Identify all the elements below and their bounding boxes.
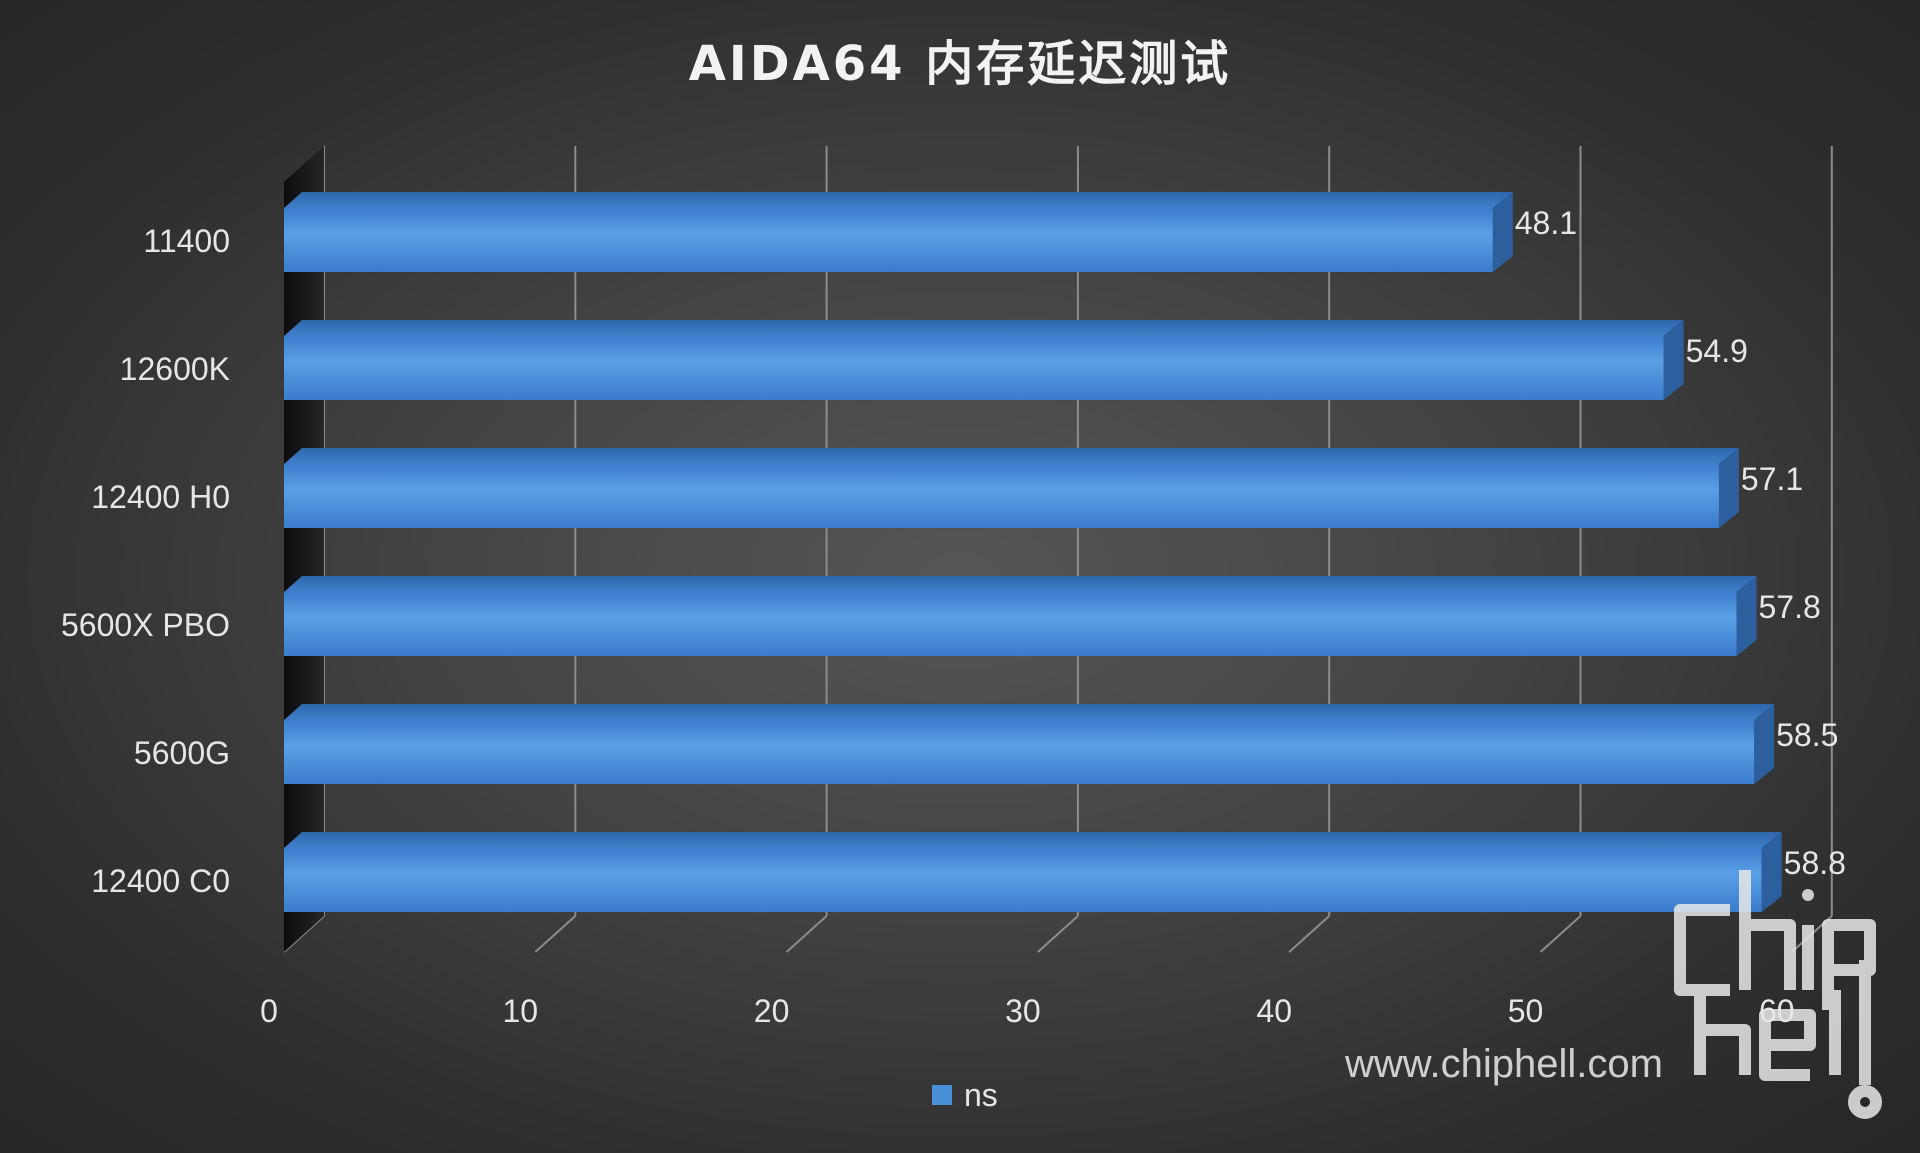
x-tick-label: 50 bbox=[1508, 993, 1544, 1029]
x-tick-label: 20 bbox=[754, 993, 790, 1029]
data-label: 58.5 bbox=[1776, 717, 1838, 753]
bar-side-face bbox=[1754, 704, 1775, 784]
bar bbox=[284, 448, 1739, 528]
chart-title: AIDA64 内存延迟测试 bbox=[689, 36, 1232, 92]
category-labels: 11400 12600K 12400 H0 5600X PBO 5600G 12400 C… bbox=[61, 223, 230, 899]
floor-gridline bbox=[1037, 915, 1079, 953]
bar-front-face bbox=[284, 336, 1664, 400]
bar-front-face bbox=[284, 208, 1493, 272]
bar-front-face bbox=[284, 464, 1719, 528]
bar-top-face bbox=[284, 576, 1757, 592]
bar bbox=[284, 192, 1513, 272]
x-tick-label: 30 bbox=[1005, 993, 1041, 1029]
data-label: 57.1 bbox=[1741, 461, 1803, 497]
x-tick-label: 40 bbox=[1256, 993, 1292, 1029]
bars bbox=[284, 192, 1782, 912]
bar-side-face bbox=[1492, 192, 1513, 272]
data-labels: 48.1 54.9 57.1 57.8 58.5 58.8 bbox=[1515, 205, 1846, 881]
bar-front-face bbox=[284, 592, 1737, 656]
bar-top-face bbox=[284, 448, 1739, 464]
x-tick-labels: 0 10 20 30 40 50 60 bbox=[260, 993, 1794, 1029]
category-label: 5600G bbox=[134, 735, 230, 771]
category-label: 12600K bbox=[120, 351, 230, 387]
x-tick-label: 10 bbox=[503, 993, 539, 1029]
bar-top-face bbox=[284, 192, 1513, 208]
bar-side-face bbox=[1761, 832, 1782, 912]
floor-gridline bbox=[1539, 915, 1582, 953]
bar-top-face bbox=[284, 832, 1782, 848]
category-label: 5600X PBO bbox=[61, 607, 230, 643]
bar-side-face bbox=[1736, 576, 1757, 656]
legend-swatch bbox=[932, 1085, 952, 1105]
x-tick-label: 0 bbox=[260, 993, 278, 1029]
legend-label: ns bbox=[964, 1077, 998, 1113]
legend: ns bbox=[932, 1077, 998, 1113]
category-label: 11400 bbox=[143, 223, 230, 259]
category-label: 12400 H0 bbox=[91, 479, 230, 515]
bar-side-face bbox=[1663, 320, 1684, 400]
watermark: www.chiphell.com bbox=[1344, 870, 1882, 1119]
chiphell-logo-icon bbox=[1674, 870, 1882, 1119]
bar-top-face bbox=[284, 704, 1775, 720]
floor-gridline bbox=[534, 915, 576, 953]
data-label: 48.1 bbox=[1515, 205, 1577, 241]
bar-front-face bbox=[284, 720, 1755, 784]
bar-front-face bbox=[284, 848, 1762, 912]
bar bbox=[284, 704, 1775, 784]
bar bbox=[284, 576, 1757, 656]
floor-gridline bbox=[785, 915, 828, 953]
data-label: 57.8 bbox=[1759, 589, 1821, 625]
data-label: 54.9 bbox=[1686, 333, 1748, 369]
bar-side-face bbox=[1718, 448, 1739, 528]
watermark-url: www.chiphell.com bbox=[1344, 1042, 1663, 1086]
data-label: 58.8 bbox=[1784, 845, 1846, 881]
bar-top-face bbox=[284, 320, 1684, 336]
gridlines bbox=[283, 146, 1833, 953]
category-label: 12400 C0 bbox=[91, 863, 230, 899]
bar bbox=[284, 832, 1782, 912]
floor-gridline bbox=[1288, 915, 1330, 953]
bar bbox=[284, 320, 1684, 400]
